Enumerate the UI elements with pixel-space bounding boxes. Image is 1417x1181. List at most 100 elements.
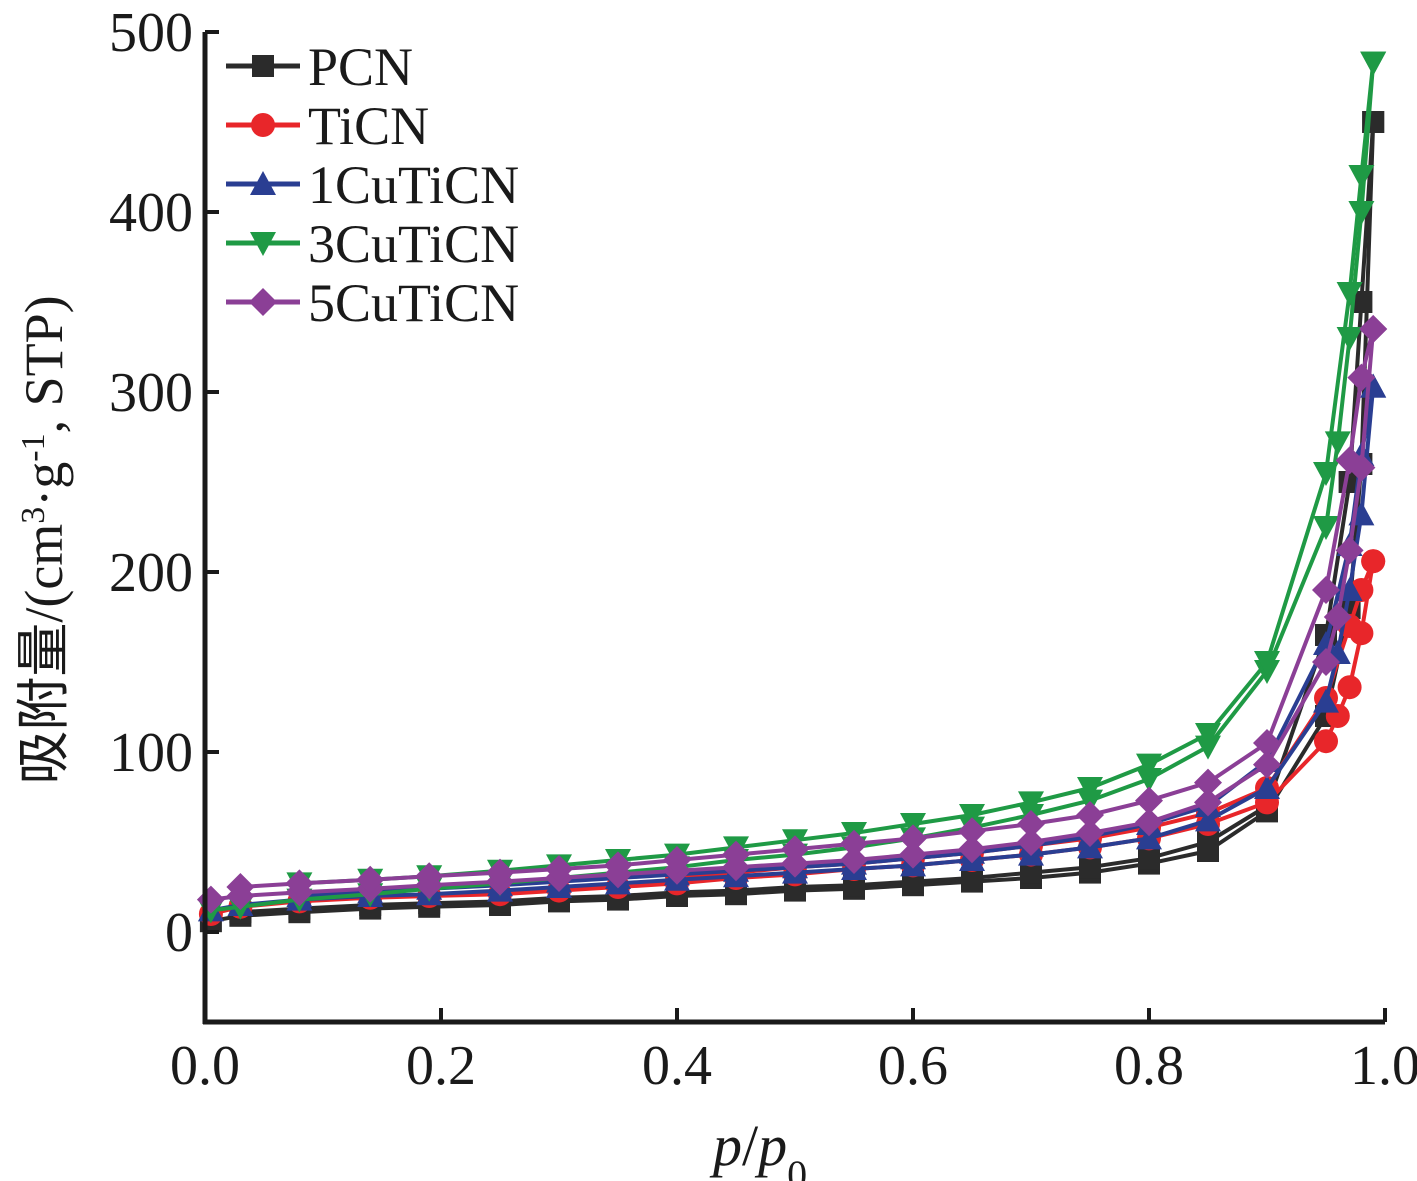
data-point	[486, 858, 514, 887]
data-point	[1335, 446, 1364, 475]
data-point	[1079, 856, 1101, 879]
data-point	[1017, 810, 1045, 838]
data-point	[1337, 675, 1362, 700]
y-axis-title-end: , STP)	[14, 295, 74, 433]
series-layer	[196, 51, 1388, 933]
legend-item-PCN: PCN	[226, 37, 413, 97]
data-point	[1018, 791, 1044, 816]
y-tick-label: 0	[165, 902, 193, 964]
data-point	[1076, 819, 1104, 847]
data-point	[1195, 735, 1221, 760]
data-point	[1195, 807, 1221, 832]
data-point	[604, 851, 632, 880]
data-point	[1138, 847, 1160, 870]
y-tick-label: 500	[109, 2, 193, 64]
x-tick-label: 0.4	[642, 1035, 712, 1097]
series-5CuTiCN	[196, 315, 1388, 914]
data-point	[356, 865, 385, 894]
data-point	[1361, 549, 1386, 574]
y-tick-label: 100	[109, 722, 193, 784]
data-point	[1135, 786, 1163, 815]
x-tick-label: 0.6	[878, 1035, 948, 1097]
data-point	[961, 867, 983, 889]
data-point	[899, 824, 927, 853]
y-tick-label: 300	[109, 362, 193, 424]
data-point	[1077, 777, 1103, 801]
data-point	[1197, 831, 1219, 853]
ticks-layer: 0 100 200 300 400 500 0.0 0.2 0.4 0.6 0.8 1.0	[109, 2, 1417, 1097]
data-point	[1359, 315, 1388, 343]
y-tick-label: 200	[109, 542, 193, 604]
data-point	[226, 873, 255, 901]
data-point	[1312, 576, 1340, 604]
legend-label: 5CuTiCN	[308, 273, 519, 333]
series-line-desorption	[240, 328, 1376, 889]
data-point	[663, 846, 691, 874]
data-point	[1194, 788, 1222, 817]
data-point	[1336, 282, 1363, 306]
data-point	[1347, 363, 1376, 392]
legend-marker	[250, 232, 276, 256]
legend-item-5CuTiCN: 5CuTiCN	[226, 273, 519, 333]
data-point	[1195, 723, 1221, 747]
x-tick-label: 1.0	[1350, 1035, 1417, 1097]
x-tick-label: 0.8	[1114, 1035, 1184, 1097]
data-point	[1254, 651, 1280, 675]
data-point	[1020, 861, 1042, 884]
data-point	[840, 846, 868, 874]
data-point	[1253, 729, 1281, 757]
x-tick-label: 0.2	[406, 1035, 476, 1097]
x-axis-title-p0: p	[754, 1113, 787, 1178]
x-axis-title-sep: /	[742, 1113, 759, 1178]
x-tick-label: 0.0	[170, 1035, 240, 1097]
data-point	[1136, 753, 1162, 778]
legend-label: PCN	[308, 37, 413, 97]
data-point	[1076, 801, 1104, 829]
legend-marker	[252, 55, 274, 77]
data-point	[415, 862, 444, 891]
legend-item-3CuTiCN: 3CuTiCN	[226, 214, 519, 274]
y-axis-title: 吸附量/(cm3·g-1, STP)	[14, 295, 74, 784]
data-point	[959, 804, 985, 828]
legend-item-TiCN: TiCN	[226, 96, 429, 156]
data-point	[1313, 631, 1339, 655]
data-point	[1313, 688, 1339, 713]
data-point	[1350, 291, 1373, 313]
data-point	[1136, 825, 1162, 850]
series-line-desorption	[240, 121, 1376, 915]
data-point	[781, 849, 809, 878]
x-axis-title-p: p	[709, 1113, 742, 1178]
legend-marker	[249, 288, 277, 316]
y-axis-title-sup1: 3	[15, 507, 52, 524]
y-axis-title-main: 吸附量/(cm	[14, 524, 74, 785]
data-point	[781, 835, 809, 864]
data-point	[1313, 516, 1339, 540]
legend-item-1CuTiCN: 1CuTiCN	[226, 155, 519, 215]
y-axis-title-mid: ·g	[14, 462, 74, 507]
legend-label: TiCN	[308, 96, 429, 156]
data-point	[285, 869, 314, 898]
data-point	[958, 835, 986, 864]
data-point	[1136, 768, 1162, 792]
legend-label: 1CuTiCN	[308, 155, 519, 215]
data-point	[545, 855, 573, 883]
data-point	[1017, 828, 1045, 856]
x-axis-title: p/p0	[709, 1113, 807, 1181]
data-point	[1323, 603, 1352, 631]
x-axis-title-sub: 0	[787, 1152, 807, 1181]
data-point	[1312, 648, 1340, 676]
data-point	[1360, 51, 1387, 76]
series-1CuTiCN	[197, 373, 1387, 922]
data-point	[1335, 536, 1364, 565]
data-point	[1348, 201, 1375, 225]
y-tick-label: 400	[109, 182, 193, 244]
axes-layer	[202, 32, 1385, 1025]
data-point	[722, 840, 750, 869]
data-point	[840, 829, 868, 858]
legend-label: 3CuTiCN	[308, 214, 519, 274]
data-point	[1135, 808, 1163, 837]
data-point	[958, 817, 986, 846]
